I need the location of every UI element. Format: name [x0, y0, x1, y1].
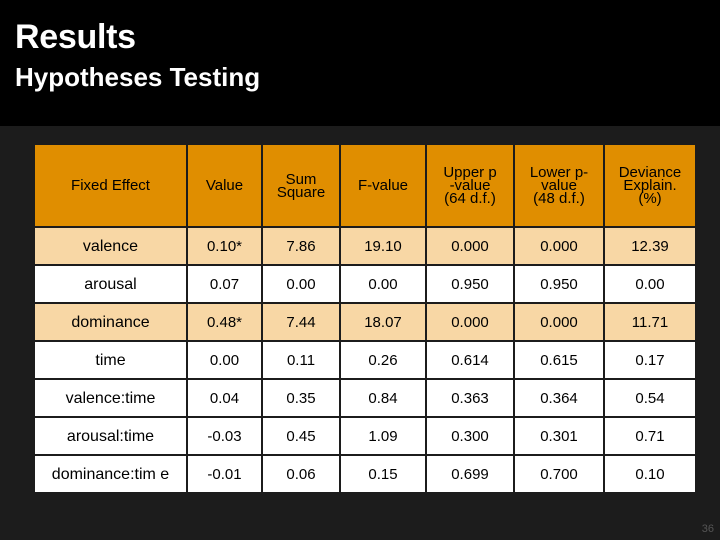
slide-title: Results — [15, 18, 136, 56]
cell-sum-square: 0.00 — [261, 264, 341, 304]
cell-lower-p: 0.700 — [513, 454, 605, 494]
cell-value: 0.10* — [186, 226, 263, 266]
cell-value: -0.01 — [186, 454, 263, 494]
header-line: (48 d.f.) — [533, 190, 585, 207]
cell-fixed-effect: arousal — [33, 264, 188, 304]
cell-fixed-effect: valence:time — [33, 378, 188, 418]
header-line: Lower p- — [529, 164, 589, 181]
cell-sum-square: 7.86 — [261, 226, 341, 266]
header-f-value: F-value — [339, 143, 427, 228]
table-row: valence:time 0.04 0.35 0.84 0.363 0.364 … — [33, 378, 697, 418]
cell-upper-p: 0.000 — [425, 302, 515, 342]
table-row: time 0.00 0.11 0.26 0.614 0.615 0.17 — [33, 340, 697, 380]
header-line: Explain. — [623, 177, 677, 194]
cell-upper-p: 0.300 — [425, 416, 515, 456]
header-deviance-explained: Deviance Explain. (%) — [603, 143, 697, 228]
header-lower-p-value: Lower p- value (48 d.f.) — [513, 143, 605, 228]
cell-sum-square: 7.44 — [261, 302, 341, 342]
table-row: dominance:tim e -0.01 0.06 0.15 0.699 0.… — [33, 454, 697, 494]
cell-f-value: 1.09 — [339, 416, 427, 456]
cell-f-value: 0.15 — [339, 454, 427, 494]
header-line: Square — [276, 183, 326, 201]
header-line: Fixed Effect — [71, 177, 150, 194]
cell-upper-p: 0.950 — [425, 264, 515, 304]
cell-upper-p: 0.614 — [425, 340, 515, 380]
cell-deviance: 0.71 — [603, 416, 697, 456]
cell-f-value: 0.26 — [339, 340, 427, 380]
cell-value: 0.04 — [186, 378, 263, 418]
header-sum-square: Sum Square — [261, 143, 341, 228]
cell-lower-p: 0.364 — [513, 378, 605, 418]
header-upper-p-value: Upper p -value (64 d.f.) — [425, 143, 515, 228]
header-line: Upper p — [443, 164, 497, 181]
page-number: 36 — [701, 523, 714, 535]
table-row: arousal:time -0.03 0.45 1.09 0.300 0.301… — [33, 416, 697, 456]
table-header: Fixed Effect Value Sum Square F-value Up… — [33, 143, 697, 228]
table-row: dominance 0.48* 7.44 18.07 0.000 0.000 1… — [33, 302, 697, 342]
cell-f-value: 0.00 — [339, 264, 427, 304]
cell-lower-p: 0.000 — [513, 226, 605, 266]
cell-f-value: 19.10 — [339, 226, 427, 266]
cell-lower-p: 0.000 — [513, 302, 605, 342]
cell-upper-p: 0.363 — [425, 378, 515, 418]
results-table: Fixed Effect Value Sum Square F-value Up… — [33, 143, 697, 494]
cell-sum-square: 0.06 — [261, 454, 341, 494]
cell-f-value: 18.07 — [339, 302, 427, 342]
cell-sum-square: 0.35 — [261, 378, 341, 418]
cell-deviance: 11.71 — [603, 302, 697, 342]
cell-fixed-effect: time — [33, 340, 188, 380]
header-line: -value — [449, 177, 491, 194]
cell-fixed-effect: valence — [33, 226, 188, 266]
cell-upper-p: 0.699 — [425, 454, 515, 494]
header-row: Fixed Effect Value Sum Square F-value Up… — [33, 143, 697, 228]
header-fixed-effect: Fixed Effect — [33, 143, 188, 228]
cell-value: 0.00 — [186, 340, 263, 380]
cell-deviance: 0.54 — [603, 378, 697, 418]
header-line: (%) — [638, 190, 662, 207]
header-line: value — [541, 177, 577, 194]
header-line: F-value — [357, 177, 409, 194]
header-line: Sum — [285, 170, 317, 188]
header-line: Deviance — [618, 164, 682, 181]
cell-fixed-effect: dominance — [33, 302, 188, 342]
slide-subtitle: Hypotheses Testing — [15, 62, 261, 92]
cell-deviance: 12.39 — [603, 226, 697, 266]
cell-fixed-effect: dominance:tim e — [33, 454, 188, 494]
table-row: valence 0.10* 7.86 19.10 0.000 0.000 12.… — [33, 226, 697, 266]
cell-sum-square: 0.45 — [261, 416, 341, 456]
table-body: valence 0.10* 7.86 19.10 0.000 0.000 12.… — [33, 226, 697, 494]
cell-lower-p: 0.615 — [513, 340, 605, 380]
cell-fixed-effect: arousal:time — [33, 416, 188, 456]
cell-value: 0.48* — [186, 302, 263, 342]
cell-lower-p: 0.950 — [513, 264, 605, 304]
cell-upper-p: 0.000 — [425, 226, 515, 266]
table-row: arousal 0.07 0.00 0.00 0.950 0.950 0.00 — [33, 264, 697, 304]
cell-f-value: 0.84 — [339, 378, 427, 418]
cell-sum-square: 0.11 — [261, 340, 341, 380]
cell-value: -0.03 — [186, 416, 263, 456]
cell-value: 0.07 — [186, 264, 263, 304]
cell-lower-p: 0.301 — [513, 416, 605, 456]
header-value: Value — [186, 143, 263, 228]
cell-deviance: 0.10 — [603, 454, 697, 494]
header-line: Value — [205, 177, 244, 194]
header-line: (64 d.f.) — [444, 190, 496, 207]
cell-deviance: 0.17 — [603, 340, 697, 380]
cell-deviance: 0.00 — [603, 264, 697, 304]
